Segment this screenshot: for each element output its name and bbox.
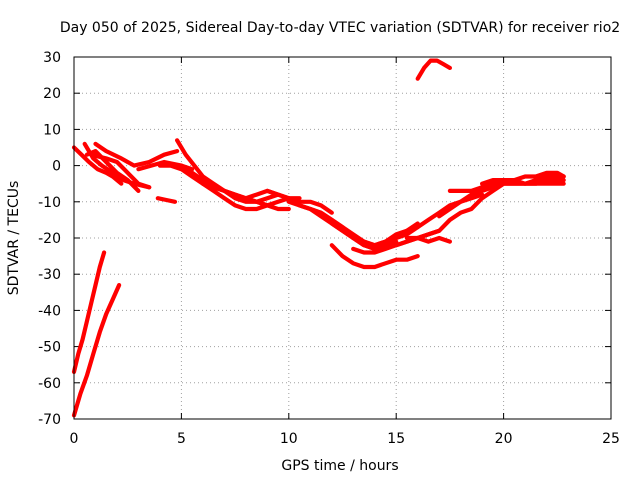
chart-title: Day 050 of 2025, Sidereal Day-to-day VTE… <box>60 20 620 36</box>
x-tick-label: 0 <box>70 431 79 447</box>
y-axis-label: SDTVAR / TECUs <box>6 181 22 296</box>
y-tick-label: -40 <box>38 303 61 319</box>
series-line-arc-10 <box>155 196 178 204</box>
x-tick-label: 15 <box>387 431 405 447</box>
series-line-arc-3 <box>84 149 141 193</box>
series-line-arc-27 <box>71 250 107 374</box>
x-tick-label: 25 <box>602 431 620 447</box>
y-tick-label: -20 <box>38 231 61 247</box>
y-tick-label: 20 <box>43 86 61 102</box>
y-tick-label: 0 <box>52 159 61 175</box>
x-tick-label: 10 <box>280 431 298 447</box>
y-tick-label: -50 <box>38 340 61 356</box>
series-line-arc-21 <box>404 235 452 244</box>
series-line-arc-22 <box>437 174 566 219</box>
x-tick-label: 20 <box>495 431 513 447</box>
series-line-arc-4 <box>93 141 180 168</box>
y-tick-label: 10 <box>43 122 61 138</box>
series-line-arc-1 <box>71 145 124 186</box>
series-line-arc-24 <box>480 178 566 186</box>
series-line-arc-26 <box>71 283 122 418</box>
series-line-arc-17 <box>329 243 420 270</box>
x-axis-label: GPS time / hours <box>281 458 398 474</box>
y-axis-ticks: -70 -60 -50 -40 -30 -20 -10 0 10 20 30 <box>38 50 611 428</box>
y-tick-label: 30 <box>43 50 61 66</box>
series-line-arc-25 <box>415 58 452 81</box>
gridlines <box>74 57 611 419</box>
data-series <box>71 58 566 418</box>
series-line-arc-8 <box>179 163 281 204</box>
plot-frame <box>73 56 612 420</box>
x-axis-ticks: 0 5 10 15 20 25 <box>70 57 620 447</box>
series-line-arc-15 <box>308 206 420 248</box>
x-tick-label: 5 <box>177 431 186 447</box>
y-tick-label: -70 <box>38 412 61 428</box>
series-line-arc-5 <box>89 152 152 190</box>
y-tick-label: -60 <box>38 376 61 392</box>
y-tick-label: -10 <box>38 195 61 211</box>
y-tick-label: -30 <box>38 267 61 283</box>
series-line-arc-11 <box>200 181 302 212</box>
